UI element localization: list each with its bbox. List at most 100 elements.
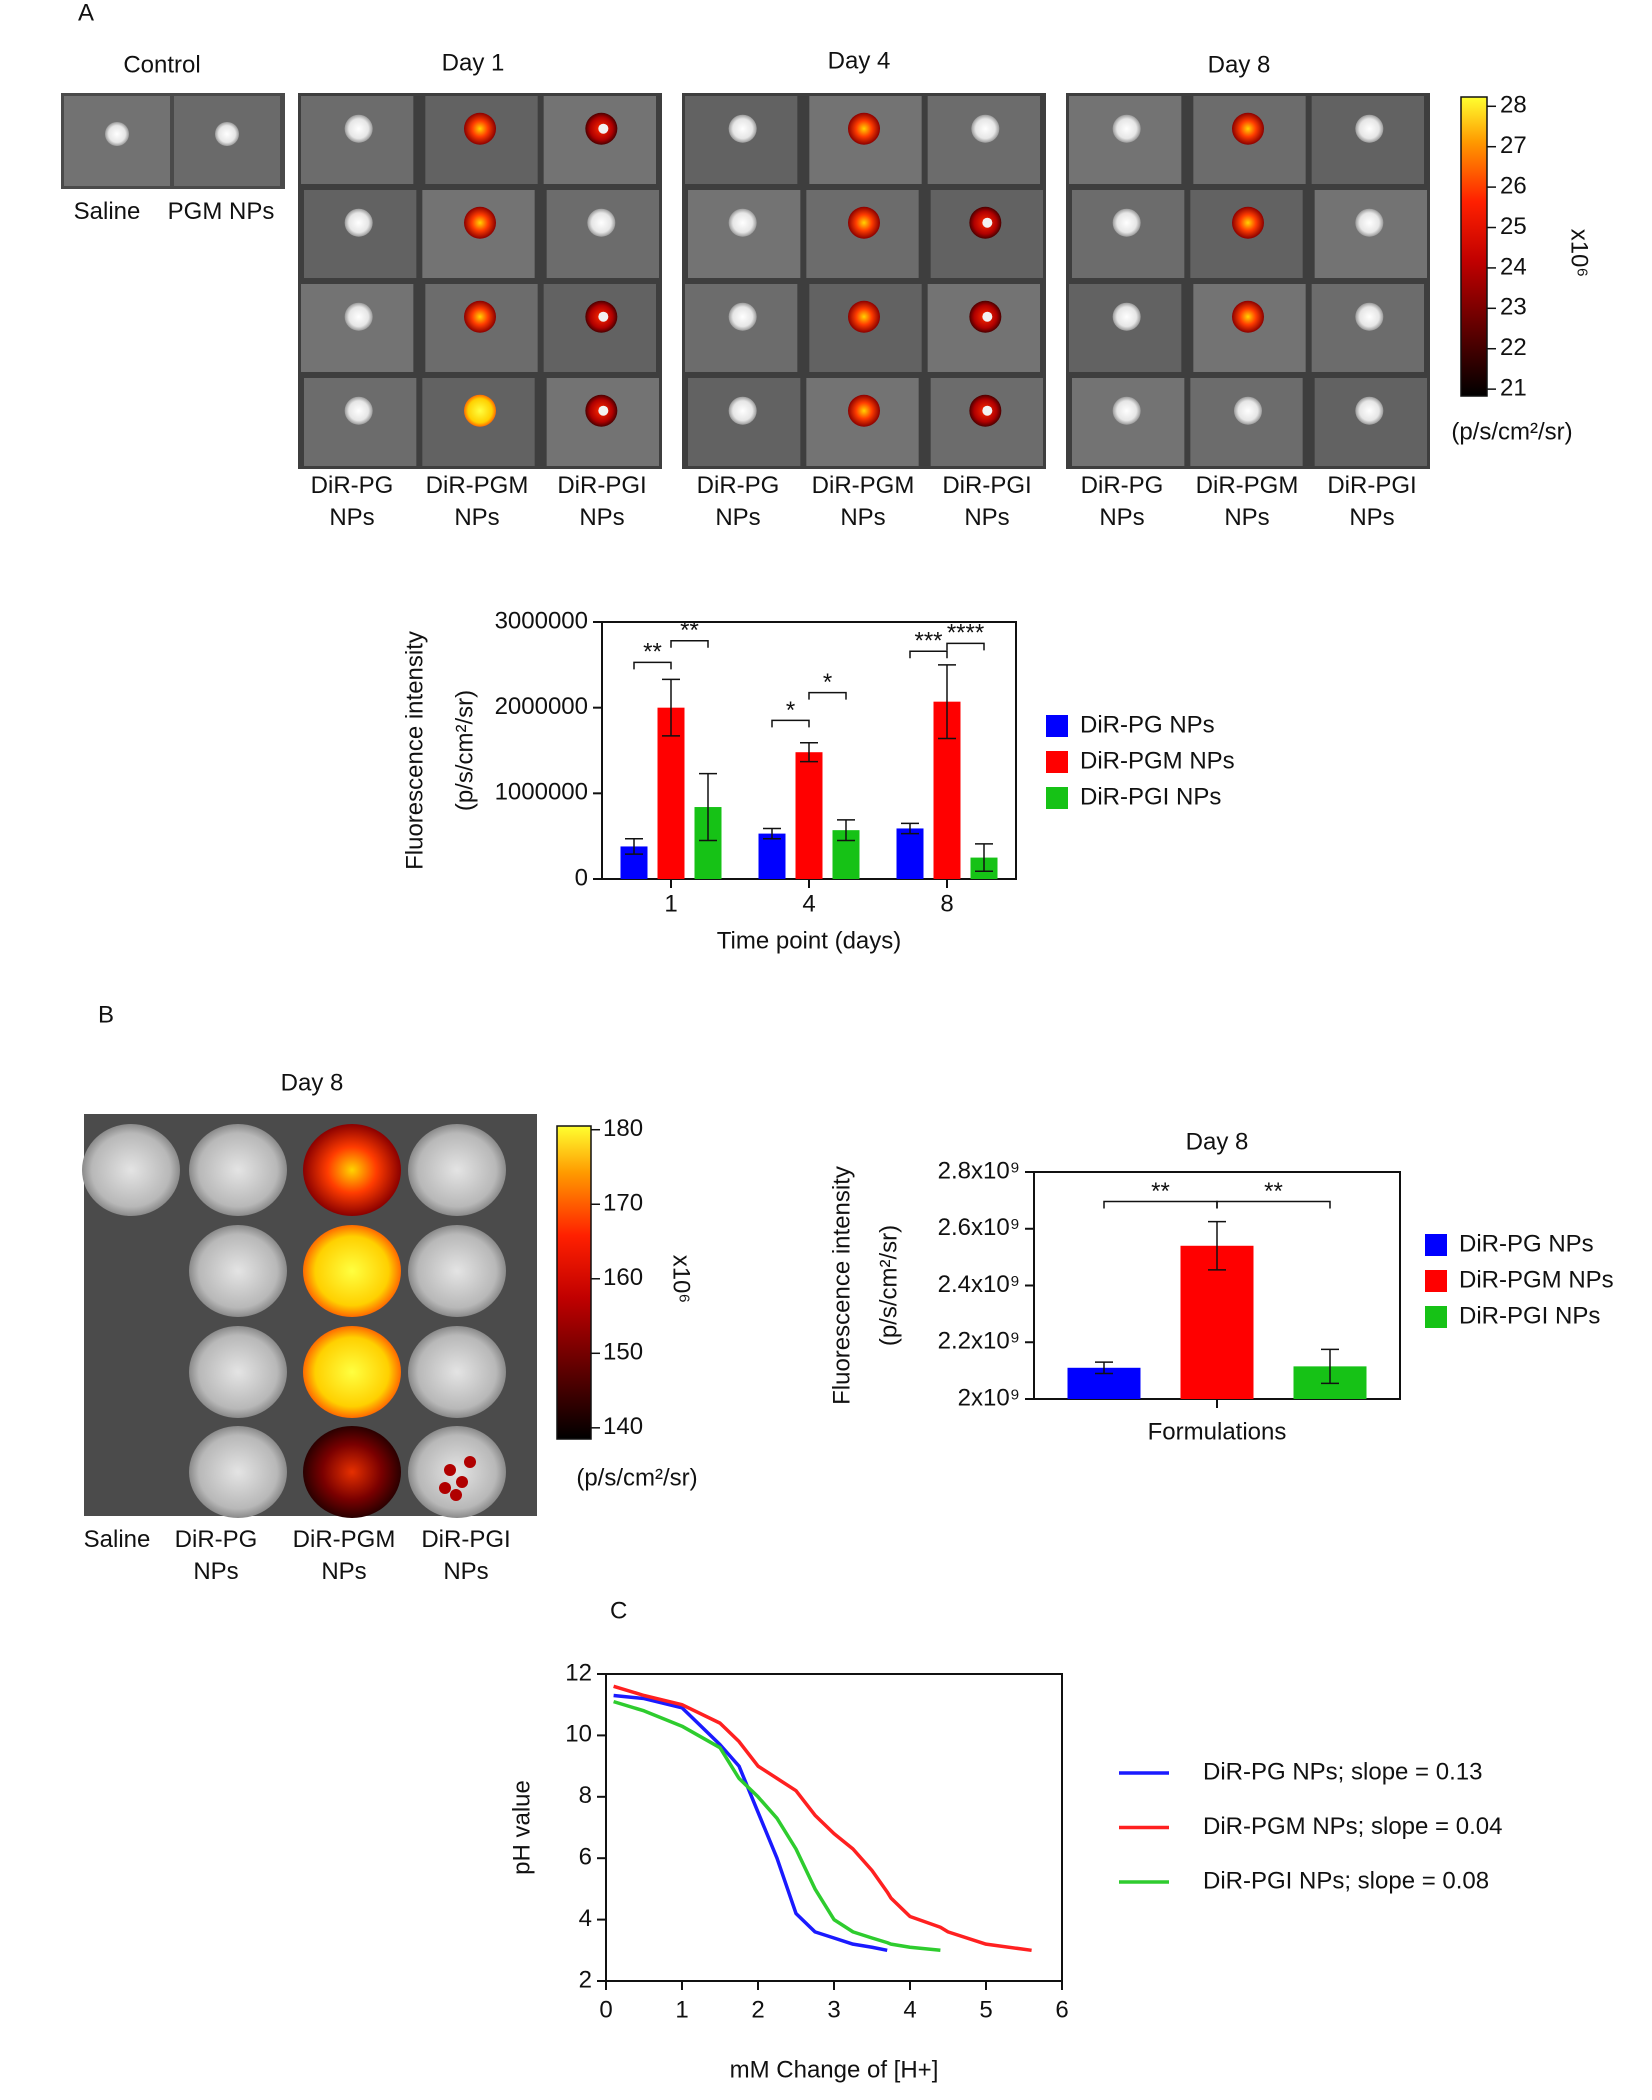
heart (408, 1124, 506, 1216)
error-bar (763, 827, 781, 840)
sample-label: DiR-PGI NPs (557, 472, 647, 531)
colorbar-tick-label: 23 (1500, 294, 1527, 321)
line (613, 1684, 1032, 1953)
significance-label: * (786, 697, 795, 724)
sample-spot (728, 396, 757, 425)
colorbar-tick-label: 27 (1500, 132, 1527, 159)
sample-spot (728, 208, 757, 237)
sample-label: DiR-PGI NPs (1327, 472, 1417, 531)
sample-label: DiR-PGI NPs (421, 1526, 511, 1585)
colorbar-unit: (p/s/cm²/sr) (576, 1464, 697, 1491)
error-bar (625, 837, 643, 855)
error-bar (1321, 1348, 1339, 1385)
legend-label: DiR-PGM NPs; slope = 0.04 (1203, 1813, 1502, 1840)
sample-spot (344, 302, 373, 331)
sample-spot (1112, 208, 1141, 237)
sample-spot (105, 122, 129, 146)
y-tick-label: 2.6x10⁹ (938, 1214, 1020, 1241)
significance-label: ** (643, 639, 662, 666)
colorbar-tick-label: 25 (1500, 213, 1527, 240)
y-tick-label: 8 (579, 1782, 592, 1809)
significance-label: ** (1151, 1178, 1170, 1205)
legend-swatch (1046, 751, 1068, 773)
x-tick-label: 8 (940, 890, 953, 917)
x-tick-label: 3 (827, 1996, 840, 2023)
y-tick-label: 2.2x10⁹ (938, 1328, 1020, 1355)
sample-label: DiR-PG NPs (174, 1526, 258, 1585)
x-axis-label: Time point (days) (717, 927, 902, 954)
x-axis-label: mM Change of [H+] (730, 2056, 939, 2083)
sample-spot (728, 302, 757, 331)
x-tick-label: 5 (979, 1996, 992, 2023)
panel-label: A (78, 0, 94, 26)
sample-spot-core (598, 123, 609, 134)
colorbar-tick-label: 22 (1500, 334, 1527, 361)
error-bar (699, 772, 717, 842)
line (613, 1693, 888, 1953)
y-tick-label: 2.4x10⁹ (938, 1271, 1020, 1298)
sample-label: DiR-PGM NPs (1195, 472, 1299, 531)
sample-spot (344, 396, 373, 425)
signal-speck (439, 1482, 451, 1494)
legend-label: DiR-PGI NPs (1080, 783, 1221, 810)
significance-label: ** (680, 617, 699, 644)
group-title: Control (123, 51, 200, 78)
y-axis-unit: (p/s/cm²/sr) (875, 1225, 902, 1346)
significance-bracket (909, 650, 948, 659)
heart (189, 1225, 287, 1317)
colorbar-tick-label: 140 (603, 1413, 643, 1440)
sample-label: DiR-PGI NPs (942, 472, 1032, 531)
sample-spot (344, 114, 373, 143)
significance-bracket (1216, 1200, 1331, 1209)
colorbar (556, 1125, 592, 1440)
heart (408, 1225, 506, 1317)
heart (303, 1326, 401, 1418)
y-tick-label: 4 (579, 1905, 592, 1932)
heart (82, 1124, 180, 1216)
chart-title: Day 8 (1186, 1128, 1249, 1155)
sample-label: Saline (73, 198, 141, 225)
y-tick-label: 2.8x10⁹ (938, 1157, 1020, 1184)
significance-label: ** (1264, 1178, 1283, 1205)
heart (189, 1124, 287, 1216)
colorbar-unit: (p/s/cm²/sr) (1451, 418, 1572, 445)
legend-label: DiR-PGM NPs (1080, 747, 1235, 774)
error-bar (662, 678, 680, 737)
legend-swatch (1046, 715, 1068, 737)
colorbar-tick-label: 170 (603, 1190, 643, 1217)
x-tick-label: 4 (802, 890, 815, 917)
legend-label: DiR-PGM NPs (1459, 1266, 1614, 1293)
group-title: Day 4 (828, 47, 891, 74)
error-bar (1095, 1361, 1113, 1375)
heart (303, 1225, 401, 1317)
sample-spot (464, 112, 496, 145)
heart (303, 1426, 401, 1518)
legend-label: DiR-PG NPs; slope = 0.13 (1203, 1758, 1482, 1785)
sample-spot (848, 206, 880, 239)
significance-bracket (808, 691, 847, 700)
colorbar-tick-label: 21 (1500, 374, 1527, 401)
colorbar-tick-label: 180 (603, 1115, 643, 1142)
colorbar-tick-label: 26 (1500, 172, 1527, 199)
heart (408, 1426, 506, 1518)
colorbar-tick-label: 28 (1500, 92, 1527, 119)
sample-label: PGM NPs (167, 198, 275, 225)
sample-spot (1232, 112, 1264, 145)
sample-spot (971, 114, 1000, 143)
legend-swatch (1046, 787, 1068, 809)
legend-label: DiR-PG NPs (1080, 711, 1215, 738)
error-bar (901, 822, 919, 835)
x-tick-label: 1 (675, 1996, 688, 2023)
y-tick-label: 3000000 (495, 607, 588, 634)
sample-spot (1234, 396, 1262, 425)
sample-label: DiR-PGM NPs (811, 472, 915, 531)
sample-spot (1112, 396, 1141, 425)
sample-spot (1355, 114, 1384, 143)
panel-label: C (610, 1597, 627, 1624)
sample-label: DiR-PG NPs (696, 472, 780, 531)
bar (758, 833, 786, 879)
sample-spot (464, 394, 496, 427)
significance-label: * (823, 669, 832, 696)
sample-spot (587, 208, 616, 237)
